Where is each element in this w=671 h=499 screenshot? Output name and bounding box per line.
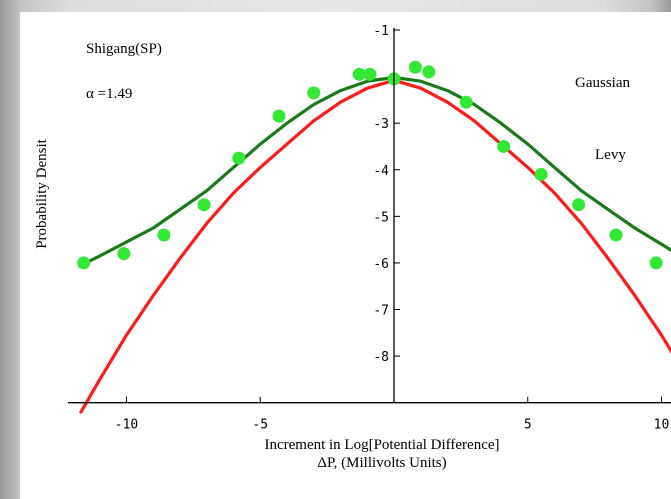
data-point-0	[77, 256, 91, 270]
data-point-8	[363, 67, 377, 81]
x-tick-label-1: -5	[252, 418, 268, 433]
y-axis-label: Probability Densit	[34, 138, 50, 248]
data-point-14	[534, 167, 548, 181]
chart-panel: -10 -5 5 10 -1 -3 -4 -5 -6 -7 -8 Shigang(SP) α =1.…	[20, 12, 671, 499]
y-tick-label-6: -8	[373, 350, 389, 365]
y-tick-label-3: -5	[373, 210, 389, 225]
y-tick-label-0: -1	[373, 24, 389, 39]
data-point-10	[408, 60, 422, 74]
dataset-label: Shigang(SP)	[86, 41, 162, 57]
x-tick-label-3: 10	[654, 418, 670, 433]
tick-layer: -10 -5 5 10 -1 -3 -4 -5 -6 -7 -8	[115, 24, 670, 433]
data-point-6	[307, 86, 321, 100]
x-tick-label-2: 5	[524, 418, 532, 433]
data-point-12	[459, 95, 473, 109]
data-point-3	[197, 198, 211, 212]
data-point-11	[422, 65, 436, 79]
x-axis-label: Increment in Log[Potential Difference]	[264, 437, 499, 453]
data-point-17	[649, 256, 663, 270]
x-tick-label-0: -10	[115, 418, 138, 433]
data-point-1	[117, 247, 131, 261]
data-point-15	[572, 198, 586, 212]
data-points-layer	[77, 60, 663, 270]
data-point-2	[157, 228, 171, 242]
data-point-4	[232, 151, 246, 165]
y-tick-label-5: -7	[373, 304, 389, 319]
gaussian-label: Gaussian	[575, 75, 630, 91]
data-point-13	[497, 139, 511, 153]
probability-density-chart: -10 -5 5 10 -1 -3 -4 -5 -6 -7 -8 Shigang(SP) α =1.…	[34, 24, 671, 471]
levy-label: Levy	[595, 147, 626, 163]
y-tick-label-2: -4	[373, 164, 389, 179]
axes	[68, 28, 671, 404]
x-axis-sublabel: ΔP, (Millivolts Units)	[317, 455, 446, 471]
alpha-label: α =1.49	[86, 86, 132, 102]
data-point-5	[272, 109, 286, 123]
data-point-16	[609, 228, 623, 242]
data-point-7	[352, 67, 366, 81]
y-tick-label-1: -3	[373, 117, 389, 132]
y-tick-label-4: -6	[373, 257, 389, 272]
